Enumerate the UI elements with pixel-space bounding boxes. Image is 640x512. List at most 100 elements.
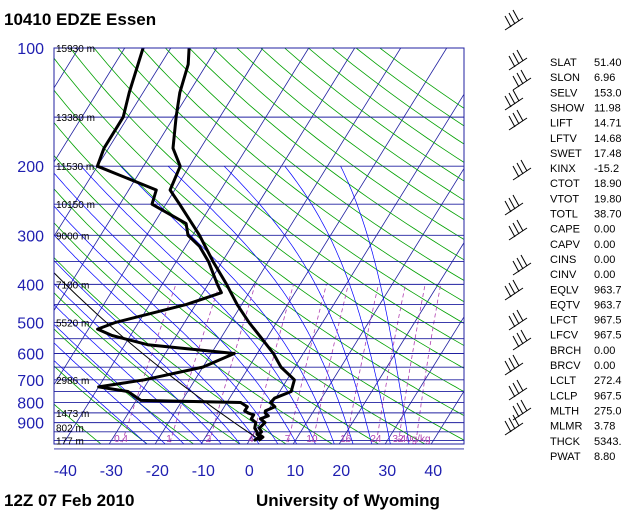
pressure-axis: 100 200 300 400 500 600 700 800 900 [17, 41, 44, 433]
index-value: 14.71 [594, 118, 622, 130]
temperature-tick-label: 30 [378, 463, 396, 480]
wind-barb [508, 219, 528, 241]
wind-barb [508, 309, 528, 331]
height-label: 7100 m [56, 280, 89, 291]
dry-adiabat-line [54, 403, 102, 444]
isotherm-line [62, 48, 310, 444]
temperature-tick-label: -40 [54, 463, 77, 480]
footer-source: University of Wyoming [256, 491, 440, 510]
index-name: KINX [550, 163, 576, 175]
height-label: 1473 m [56, 409, 89, 420]
wind-barbs [504, 9, 532, 436]
temperature-tick-label: -30 [100, 463, 123, 480]
height-label: 802 m [56, 423, 84, 434]
index-name: TOTL [550, 209, 578, 221]
index-value: 11.98 [594, 102, 621, 114]
wind-barb [504, 9, 524, 31]
temperature-tick-label: 20 [332, 463, 350, 480]
index-name: SHOW [550, 102, 585, 114]
dry-adiabat-line [69, 48, 464, 369]
index-value: 0.00 [594, 239, 615, 251]
index-name: BRCV [550, 360, 581, 372]
dry-adiabat-line [54, 222, 334, 444]
index-name: LIFT [550, 118, 573, 130]
wind-barb [504, 354, 524, 376]
index-name: MLMR [550, 421, 582, 433]
index-value: 19.80 [594, 193, 622, 205]
dry-adiabat-line [54, 365, 148, 444]
temperature-tick-label: -20 [146, 463, 169, 480]
plot-frame [53, 47, 465, 445]
wind-barb [508, 49, 528, 71]
temperature-profile-line [168, 48, 296, 442]
index-name: SELV [550, 87, 578, 99]
mixing-ratio-label: 7 [285, 434, 291, 445]
moist-adiabat-line [284, 165, 391, 444]
index-name: CAPE [550, 224, 580, 236]
index-value: 0.00 [594, 269, 615, 281]
index-name: MLTH [550, 405, 579, 417]
moist-adiabat-line [54, 304, 204, 444]
temperature-tick-label: 0 [245, 463, 254, 480]
isotherm-line [200, 48, 448, 444]
moist-adiabat-line [80, 165, 316, 444]
index-value: 18.90 [594, 178, 622, 190]
height-labels: 15930 m 13380 m 11530 m 10150 m 9000 m 7100 m… [56, 44, 95, 448]
wind-barb [512, 159, 532, 181]
isotherm-line [384, 316, 464, 444]
mixing-ratio-line [169, 284, 220, 444]
index-value: 272.4 [594, 375, 622, 387]
index-name: CINS [550, 254, 576, 266]
height-label: 13380 m [56, 113, 95, 124]
isotherm-line [154, 48, 402, 444]
mixing-ratio-label: 0.4 [114, 434, 128, 445]
index-name: VTOT [550, 193, 579, 205]
wind-barb [512, 399, 532, 421]
moist-adiabat-line [54, 360, 148, 444]
isotherm-line [338, 241, 464, 444]
dry-adiabat-line [54, 188, 380, 444]
dry-adiabat-line [54, 89, 464, 417]
index-name: SLON [550, 72, 580, 84]
pressure-tick-label: 700 [17, 373, 44, 390]
isotherm-line [54, 48, 126, 163]
index-name: PWAT [550, 451, 581, 463]
wind-barb [512, 69, 532, 91]
wind-barb [512, 329, 532, 351]
index-value: 0.00 [594, 345, 615, 357]
index-value: -15.2 [594, 163, 619, 175]
temperature-axis: -40 -30 -20 -10 0 10 20 30 40 [54, 463, 443, 480]
mixing-ratio-label: 10 [306, 434, 318, 445]
index-name: CTOT [550, 178, 580, 190]
wind-barb [512, 254, 532, 276]
mixing-ratio-label: 32 [392, 434, 404, 445]
mixing-ratio-line [287, 284, 327, 444]
mixing-ratio-line [397, 284, 426, 444]
dry-adiabat-line [117, 48, 464, 324]
index-value: 5343. [594, 436, 622, 448]
mixing-ratio-line [375, 284, 406, 444]
pressure-tick-label: 300 [17, 228, 44, 245]
dry-adiabat-line [54, 328, 195, 444]
dry-adiabat-line [141, 48, 464, 303]
isotherm-line [292, 167, 464, 444]
index-name: CINV [550, 269, 577, 281]
index-value: 8.80 [594, 451, 615, 463]
pressure-tick-label: 200 [17, 159, 44, 176]
moist-adiabat-line [54, 234, 260, 444]
moist-adiabat-line [54, 172, 298, 444]
stability-indices: SLAT 51.40 SLON 6.96 SELV 153.0 SHOW 11.98 LIFT 1… [550, 57, 622, 463]
moist-adiabat-line [54, 259, 241, 444]
temperature-tick-label: 40 [424, 463, 442, 480]
pressure-tick-label: 500 [17, 315, 44, 332]
index-name: SWET [550, 148, 582, 160]
mixing-ratio-label: 40g/kg [401, 434, 431, 445]
mixing-ratio-line [121, 284, 177, 444]
index-value: 0.00 [594, 254, 615, 266]
index-value: 963.7 [594, 299, 622, 311]
moist-adiabat-line [340, 166, 410, 444]
mixing-ratio-label: 4 [248, 434, 254, 445]
height-label: 9000 m [56, 231, 89, 242]
index-name: LFCT [550, 315, 578, 327]
